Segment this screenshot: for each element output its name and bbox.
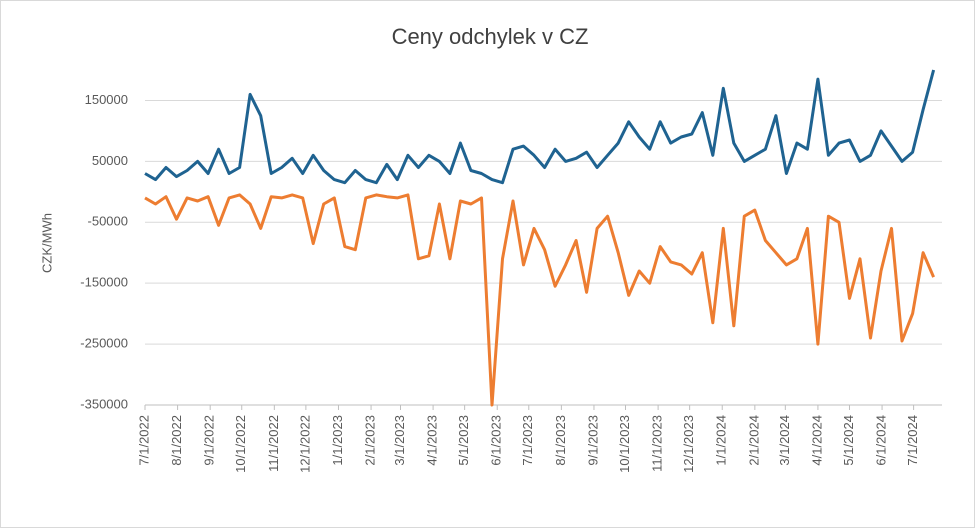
x-tick-label: 10/1/2023 — [617, 415, 632, 473]
x-tick-label: 4/1/2023 — [425, 415, 440, 466]
y-tick-label: 50000 — [92, 153, 128, 168]
y-tick-label: -150000 — [80, 275, 128, 290]
x-tick-label: 5/1/2024 — [841, 415, 856, 466]
series-line — [144, 193, 935, 407]
x-tick-label: 9/1/2023 — [585, 415, 600, 466]
x-tick-label: 1/1/2023 — [330, 415, 345, 466]
chart-title: Ceny odchylek v CZ — [392, 24, 589, 49]
series-line — [144, 69, 936, 185]
x-tick-label: 10/1/2022 — [233, 415, 248, 473]
y-tick-label: -250000 — [80, 336, 128, 351]
x-tick-label: 4/1/2024 — [809, 415, 824, 466]
y-tick-label: -50000 — [88, 214, 128, 229]
x-tick-label: 8/1/2022 — [169, 415, 184, 466]
y-tick-label: -350000 — [80, 396, 128, 411]
x-tick-label: 12/1/2023 — [681, 415, 696, 473]
x-tick-label: 9/1/2022 — [202, 415, 217, 466]
x-tick-label: 6/1/2024 — [874, 415, 889, 466]
x-tick-label: 2/1/2023 — [362, 415, 377, 466]
x-tick-label: 7/1/2023 — [520, 415, 535, 466]
x-tick-label: 3/1/2024 — [777, 415, 792, 466]
x-tick-label: 11/1/2022 — [266, 415, 281, 472]
x-tick-label: 1/1/2024 — [714, 415, 729, 466]
x-tick-label: 5/1/2023 — [456, 415, 471, 466]
x-tick-label: 6/1/2023 — [489, 415, 504, 466]
x-tick-label: 7/1/2022 — [136, 415, 151, 466]
x-tick-label: 11/1/2023 — [650, 415, 665, 472]
x-tick-label: 3/1/2023 — [392, 415, 407, 466]
y-tick-label: 150000 — [85, 92, 128, 107]
x-tick-label: 7/1/2024 — [905, 415, 920, 466]
x-tick-label: 12/1/2022 — [297, 415, 312, 473]
y-axis-label: CZK/MWh — [39, 213, 54, 273]
x-tick-label: 8/1/2023 — [553, 415, 568, 466]
x-tick-label: 2/1/2024 — [746, 415, 761, 466]
